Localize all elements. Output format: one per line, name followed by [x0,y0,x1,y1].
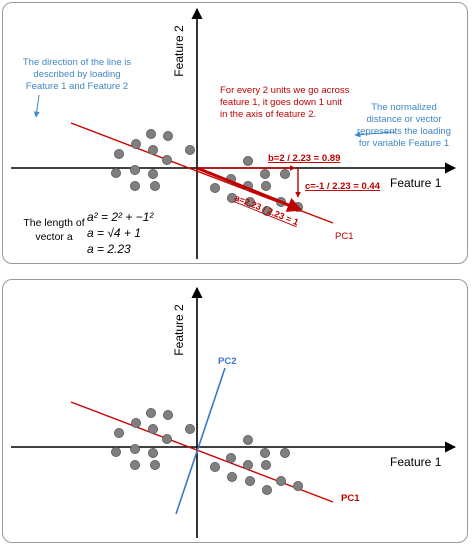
data-point [184,423,195,434]
note-direction-pointer [33,94,40,118]
note-normalized-pointer [354,131,396,138]
pc1-label: PC1 [341,493,360,504]
top-diagram: Feature 2 Feature 1 PC1 The direction of… [11,7,457,259]
bottom-diagram: Feature 2 Feature 1 PC1 PC2 [11,286,457,538]
data-point [260,459,271,470]
data-point [242,459,253,470]
data-point [130,443,141,454]
note-normalized-line: represents the loading [357,126,451,137]
bottom-diagram-panel: Feature 2 Feature 1 PC1 PC2 [2,279,468,543]
note-step-line: feature 1, it goes down 1 unit [220,97,342,108]
data-point [184,144,195,155]
data-point [162,409,173,420]
data-point [147,168,158,179]
data-point [130,417,141,428]
vector-length-title: The length of vector a [23,217,84,243]
data-point [279,168,290,179]
data-point [209,461,220,472]
note-direction: The direction of the line is described b… [23,57,132,92]
data-point [244,475,255,486]
data-point [259,168,270,179]
data-point [275,475,286,486]
data-point [114,148,125,159]
data-point [147,423,158,434]
formula-line: a = 2.23 [87,242,131,256]
length-title-line: The length of [23,217,84,229]
data-point [242,155,253,166]
data-point [261,205,272,216]
data-point [279,447,290,458]
data-point [130,138,141,149]
data-point [130,164,141,175]
data-point [149,459,160,470]
y-axis-label: Feature 2 [172,304,186,356]
data-point [225,452,236,463]
formula-line: a² = 2² + −1² [87,210,154,224]
label-b: b=2 / 2.23 = 0.89 [268,153,340,164]
note-direction-line: The direction of the line is [23,57,132,68]
data-point [292,480,303,491]
data-point [145,407,156,418]
data-point [145,129,156,140]
pc2-label: PC2 [218,356,236,367]
vector-length-formulas: a² = 2² + −1² a = √4 + 1 a = 2.23 [87,210,154,256]
note-normalized-line: The normalized [371,102,436,113]
top-diagram-panel: Feature 2 Feature 1 PC1 The direction of… [2,2,468,264]
data-point [130,180,141,191]
label-c: c=-1 / 2.23 = 0.44 [305,181,381,192]
data-point [111,167,122,178]
formula-line: a = √4 + 1 [87,226,141,240]
note-normalized-line: distance or vector [367,114,442,125]
data-point [244,196,255,207]
data-point [149,180,160,191]
note-normalized: The normalized distance or vector repres… [357,102,451,149]
note-direction-line: described by loading [33,69,120,80]
data-point [162,130,173,141]
length-title-line: vector a [35,231,73,243]
data-point [147,447,158,458]
note-normalized-line: for variable Feature 1 [359,138,449,149]
data-point [209,182,220,193]
data-point [242,434,253,445]
x-axis-label: Feature 1 [390,176,442,190]
data-point [260,180,271,191]
data-point [226,471,237,482]
data-point [161,154,172,165]
pc1-line [70,401,334,503]
note-step: For every 2 units we go across feature 1… [220,85,350,120]
note-step-line: For every 2 units we go across [220,85,350,96]
data-point [259,447,270,458]
pc1-label: PC1 [335,231,353,242]
data-points [111,407,303,495]
pc2-line [175,367,226,515]
x-axis-label: Feature 1 [390,455,442,469]
vector-a-arrow [196,166,303,212]
data-point [261,484,272,495]
data-point [226,192,237,203]
note-direction-line: Feature 1 and Feature 2 [26,81,128,92]
y-axis-label: Feature 2 [172,25,186,77]
data-point [111,446,122,457]
note-step-line: in the axis of feature 2. [220,109,316,120]
data-point [147,144,158,155]
data-point [161,433,172,444]
data-point [130,459,141,470]
data-point [114,427,125,438]
